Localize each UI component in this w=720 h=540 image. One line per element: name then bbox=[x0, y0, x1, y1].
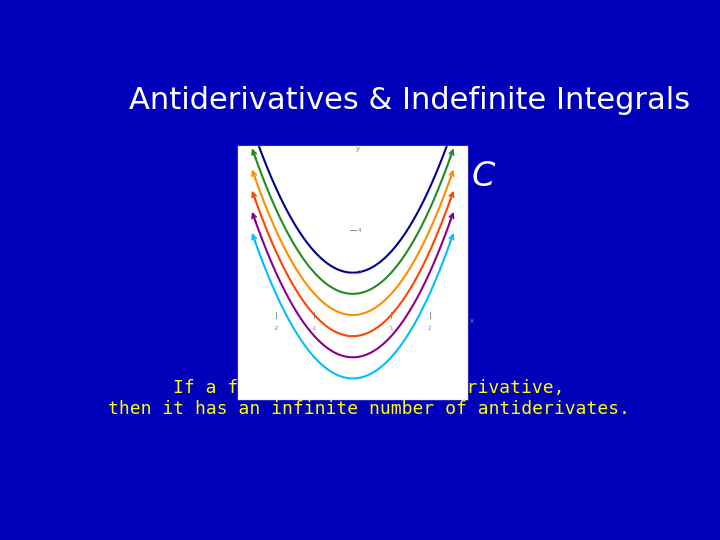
Text: 4: 4 bbox=[357, 228, 361, 233]
Text: y: y bbox=[356, 146, 360, 152]
Text: 1: 1 bbox=[390, 326, 393, 330]
Text: $\int 2x\, dx = x^2 + C$: $\int 2x\, dx = x^2 + C$ bbox=[241, 148, 497, 198]
Text: 2: 2 bbox=[357, 270, 361, 275]
Text: -2: -2 bbox=[274, 326, 279, 330]
Text: 2: 2 bbox=[428, 326, 431, 330]
Text: x: x bbox=[470, 318, 474, 324]
Text: -1: -1 bbox=[312, 326, 317, 330]
Text: Antiderivatives & Indefinite Integrals: Antiderivatives & Indefinite Integrals bbox=[129, 85, 690, 114]
Text: then it has an infinite number of antiderivates.: then it has an infinite number of antide… bbox=[108, 400, 630, 417]
Text: If a function has an antiderivative,: If a function has an antiderivative, bbox=[174, 379, 564, 397]
